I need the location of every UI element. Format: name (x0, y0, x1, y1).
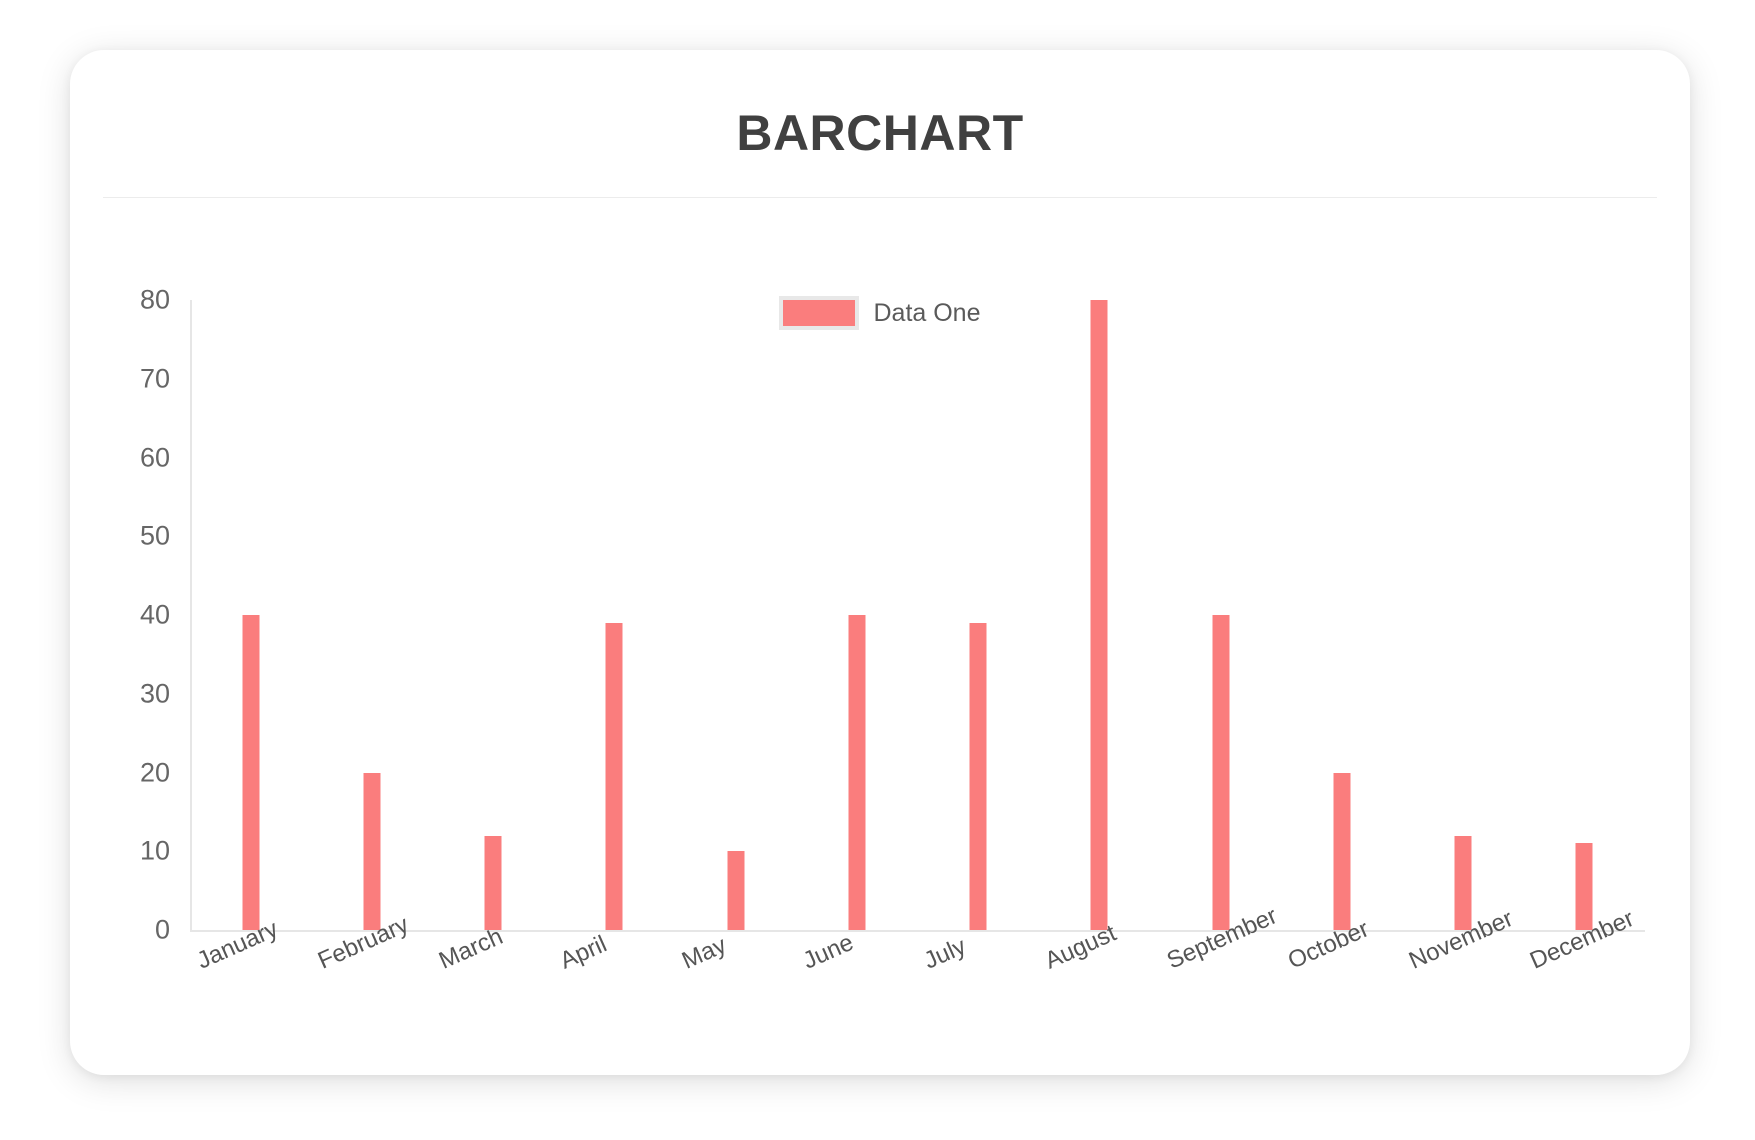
x-axis-tick-label: June (798, 928, 858, 975)
x-axis-tick-label: May (677, 931, 731, 975)
bar[interactable] (484, 835, 502, 930)
y-axis-tick-label: 80 (139, 284, 170, 315)
page-title: BARCHART (736, 105, 1024, 161)
bar[interactable] (969, 622, 987, 930)
y-axis-tick-label: 30 (139, 678, 170, 709)
x-axis-tick-label: August (1041, 919, 1121, 975)
chart-card: BARCHART Data One 0 10 20 30 40 50 60 70 80 Janu… (70, 50, 1690, 1075)
x-axis-tick-label: July (920, 932, 971, 975)
bar[interactable] (1333, 772, 1351, 930)
x-axis-tick-label: October (1283, 915, 1373, 975)
title-divider (103, 197, 1657, 198)
bar[interactable] (1212, 615, 1230, 930)
y-axis-tick-label: 20 (139, 757, 170, 787)
legend-item[interactable]: Data One (779, 296, 981, 330)
y-axis-tick-label: 50 (139, 520, 170, 551)
x-axis-tick-label: January (192, 915, 282, 975)
bar[interactable] (1575, 843, 1593, 930)
bar[interactable] (727, 851, 745, 930)
bar[interactable] (605, 622, 623, 930)
chart-legend: Data One (70, 296, 1690, 330)
y-axis-tick-label: 40 (139, 599, 170, 630)
y-axis-tick-label: 70 (139, 363, 170, 394)
bar[interactable] (1454, 835, 1472, 930)
legend-swatch-icon (779, 296, 860, 330)
bar[interactable] (242, 615, 260, 930)
plot-area: 0 10 20 30 40 50 60 70 80 January February March Ap… (140, 285, 1645, 975)
x-axis-line (190, 930, 1645, 932)
bar[interactable] (848, 615, 866, 930)
y-axis-tick-label: 0 (154, 914, 170, 945)
bar[interactable] (363, 772, 381, 930)
y-axis-line (190, 300, 192, 931)
y-axis-tick-label: 10 (139, 835, 170, 866)
bar[interactable] (1090, 300, 1108, 930)
y-axis-tick-label: 60 (139, 442, 170, 472)
legend-label: Data One (873, 298, 981, 327)
x-axis-tick-label: April (556, 930, 612, 975)
